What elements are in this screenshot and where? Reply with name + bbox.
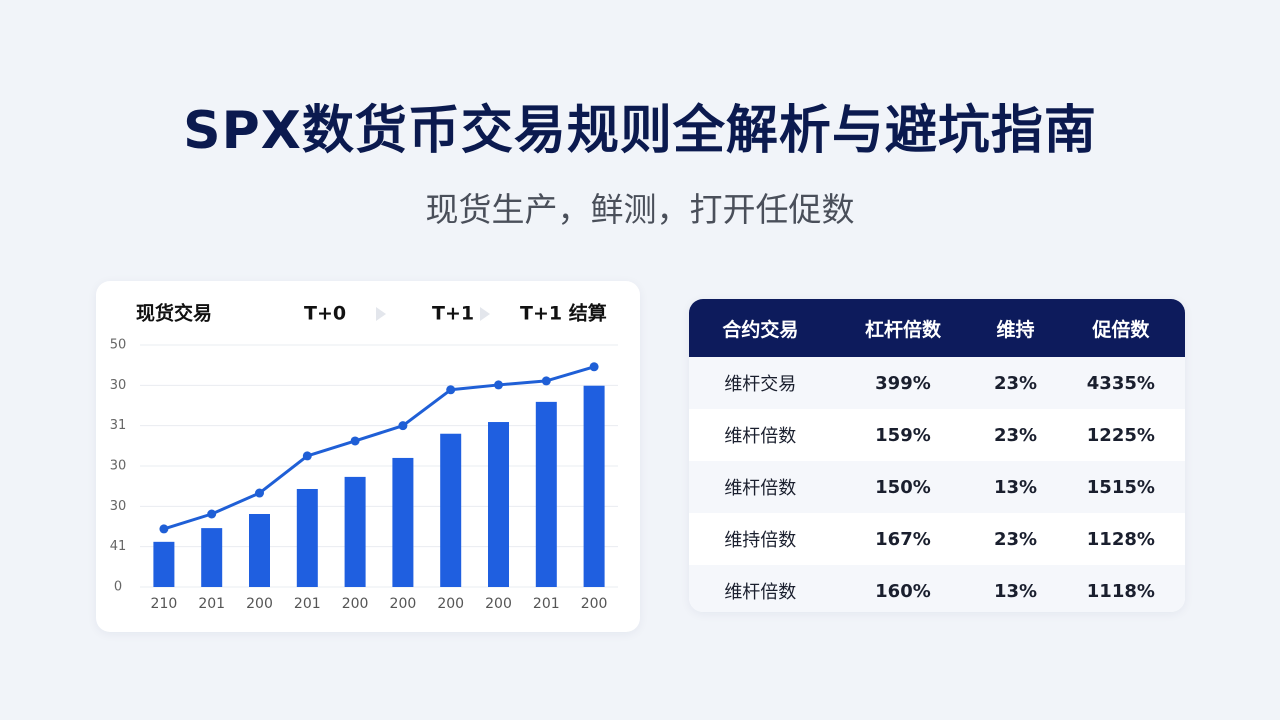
table-cell: 159% <box>875 424 931 446</box>
table-cell: 1515% <box>1056 461 1185 513</box>
x-tick-label: 201 <box>533 596 560 612</box>
x-tick-label: 200 <box>246 596 273 612</box>
table: 合约交易 杠杆倍数 维持 促倍数 维杆交易 399% 23% 4335% 维杆倍数 159% 23%… <box>689 299 1185 612</box>
column-header: 促倍数 <box>1056 299 1185 357</box>
table-cell: 23% <box>993 424 1038 446</box>
x-tick-label: 201 <box>198 596 225 612</box>
chart-header-label: T+1 <box>432 303 474 325</box>
table-cell: 1118% <box>1056 565 1185 612</box>
y-tick-label: 31 <box>110 418 127 433</box>
bar <box>344 476 366 587</box>
table-cell: 160% <box>831 565 975 612</box>
table-cell: 1128% <box>1086 528 1155 550</box>
y-tick-label: 30 <box>110 378 127 393</box>
bar <box>488 422 509 587</box>
table-row: 维持倍数 167% 23% 1128% <box>689 513 1185 565</box>
y-tick-label: 41 <box>110 539 127 554</box>
arrow-icon <box>480 307 490 321</box>
page-subtitle: 现货生产，鲜测，打开任促数 <box>425 190 855 229</box>
table-cell: 维持倍数 <box>724 530 797 551</box>
table-cell: 150% <box>831 461 975 513</box>
table-row: 维杆倍数 160% 13% 1118% <box>689 565 1185 612</box>
table-cell: 13% <box>974 565 1057 612</box>
table-cell: 4335% <box>1056 357 1185 409</box>
chart-header-label: 现货交易 <box>136 302 212 325</box>
x-tick-label: 200 <box>342 596 369 612</box>
x-tick-label: 200 <box>581 596 608 612</box>
table-cell: 维杆交易 <box>689 357 832 409</box>
table-row: 维杆倍数 150% 13% 1515% <box>689 461 1185 513</box>
bar <box>535 401 557 587</box>
x-tick-label: 210 <box>151 596 178 612</box>
column-header: 维持 <box>974 299 1057 357</box>
table-cell: 维杆倍数 <box>689 565 832 612</box>
bar <box>392 457 414 587</box>
chart-card: 现货交易 T+0 T+1 T+1 结算 0 41 30 30 31 30 50 210 201 200 20… <box>96 281 640 632</box>
column-header: 合约交易 <box>689 299 832 357</box>
table-cell: 23% <box>993 528 1038 550</box>
line-point <box>350 436 360 446</box>
line-point <box>589 362 599 372</box>
line-point <box>159 524 169 534</box>
arrow-icon <box>376 307 386 321</box>
x-tick-label: 201 <box>294 596 321 612</box>
table-cell: 167% <box>875 528 931 550</box>
table-cell: 1225% <box>1086 424 1155 446</box>
bar <box>583 385 605 587</box>
x-tick-label: 200 <box>390 596 417 612</box>
bar <box>153 541 175 587</box>
table-cell: 399% <box>831 357 975 409</box>
table-card: 合约交易 杠杆倍数 维持 促倍数 维杆交易 399% 23% 4335% 维杆倍数 159% 23%… <box>689 299 1185 612</box>
bar <box>440 433 462 587</box>
x-tick-label: 200 <box>485 596 512 612</box>
y-tick-label: 30 <box>110 499 127 514</box>
bar <box>249 513 270 587</box>
x-tick-label: 200 <box>437 596 464 612</box>
column-header: 杠杆倍数 <box>831 299 975 357</box>
y-tick-label: 50 <box>110 338 127 353</box>
chart-header-label: T+0 <box>304 303 346 325</box>
table-row: 维杆交易 399% 23% 4335% <box>689 357 1185 409</box>
chart: 现货交易 T+0 T+1 T+1 结算 0 41 30 30 31 30 50 210 201 200 20… <box>110 302 618 612</box>
chart-header-label: T+1 结算 <box>520 302 607 325</box>
table-cell: 13% <box>974 461 1057 513</box>
line <box>163 365 595 531</box>
line-point <box>255 488 264 498</box>
line-point <box>494 380 503 390</box>
line-point <box>541 376 551 386</box>
line-point <box>207 509 217 519</box>
y-tick-label: 0 <box>114 580 122 595</box>
table-cell: 维杆倍数 <box>689 461 832 513</box>
line-point <box>398 421 408 431</box>
table-cell: 维杆倍数 <box>724 426 797 447</box>
bar <box>201 528 223 587</box>
table-row: 维杆倍数 159% 23% 1225% <box>689 409 1185 461</box>
y-tick-label: 30 <box>110 459 127 474</box>
line-point <box>302 451 312 461</box>
line-point <box>446 385 456 395</box>
page-title: SPX数货币交易规则全解析与避坑指南 <box>183 101 1097 161</box>
header-row: 合约交易 杠杆倍数 维持 促倍数 <box>689 299 1185 357</box>
table-cell: 23% <box>974 357 1057 409</box>
bar <box>296 488 318 587</box>
